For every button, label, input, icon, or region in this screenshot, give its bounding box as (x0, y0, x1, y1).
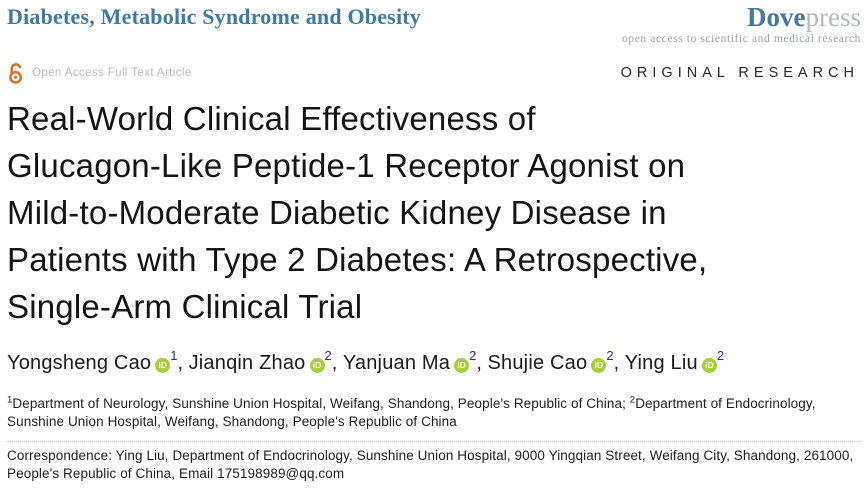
author-name: Jianqin Zhao (188, 351, 306, 374)
dovepress-logo[interactable]: Dovepress (622, 2, 862, 32)
open-access-padlock-icon (9, 63, 23, 84)
affiliation: 2Department of Endocrinology, Sunshine U… (7, 394, 816, 429)
author: Yanjuan Ma iD2 (342, 348, 488, 374)
author: Jianqin Zhao iD2 (188, 348, 343, 374)
article-title: Real-World Clinical Effectiveness of Glu… (7, 95, 861, 330)
open-access-link[interactable]: Open Access Full Text Article (7, 62, 192, 84)
publisher-block: Dovepress open access to scientific and … (622, 2, 862, 46)
masthead: Diabetes, Metabolic Syndrome and Obesity… (7, 2, 862, 46)
author-name: Yongsheng Cao (7, 351, 152, 374)
orcid-icon[interactable]: iD (701, 357, 717, 373)
open-access-label: Open Access Full Text Article (32, 67, 192, 79)
correspondence-text: : Ying Liu, Department of Endocrinology,… (7, 448, 854, 481)
article-meta-row: Open Access Full Text Article ORIGINAL R… (7, 62, 861, 84)
affiliation-ref: 2 (324, 348, 332, 363)
orcid-icon[interactable]: iD (309, 357, 325, 373)
affiliation-ref: 2 (716, 348, 725, 363)
author: Yongsheng Cao iD1 (7, 348, 189, 374)
article-type-label: ORIGINAL RESEARCH (620, 65, 859, 81)
dovepress-logo-light: press (805, 2, 862, 32)
correspondence: Correspondence: Ying Liu, Department of … (7, 447, 861, 482)
journal-name-link[interactable]: Diabetes, Metabolic Syndrome and Obesity (7, 4, 421, 29)
author: Shujie Cao iD2 (487, 348, 624, 374)
author-name: Ying Liu (624, 351, 698, 374)
affiliation: 1Department of Neurology, Sunshine Union… (7, 394, 630, 412)
orcid-icon[interactable]: iD (454, 357, 470, 373)
author-name: Yanjuan Ma (342, 351, 451, 374)
affiliation-number: 2 (629, 394, 636, 406)
author-name: Shujie Cao (487, 351, 588, 374)
affiliation-ref: 1 (170, 348, 178, 363)
affiliations: 1Department of Neurology, Sunshine Union… (7, 392, 861, 431)
title-line: Patients with Type 2 Diabetes: A Retrosp… (7, 241, 708, 278)
author: Ying Liu iD2 (624, 348, 724, 374)
title-line: Real-World Clinical Effectiveness of (7, 100, 536, 137)
title-line: Mild-to-Moderate Diabetic Kidney Disease… (7, 194, 667, 231)
orcid-icon[interactable]: iD (591, 357, 607, 373)
section-divider (7, 441, 861, 443)
affiliation-number: 1 (7, 394, 13, 406)
orcid-icon[interactable]: iD (155, 357, 171, 373)
affiliation-text: Department of Endocrinology, Sunshine Un… (7, 396, 816, 429)
title-line: Single-Arm Clinical Trial (7, 288, 363, 325)
correspondence-label: Correspondence (7, 448, 109, 464)
affiliation-text: Department of Neurology, Sunshine Union … (12, 396, 623, 412)
publisher-tagline: open access to scientific and medical re… (622, 33, 861, 45)
title-line: Glucagon-Like Peptide-1 Receptor Agonist… (7, 147, 686, 184)
affiliation-ref: 2 (469, 348, 477, 363)
dovepress-logo-bold: Dove (747, 2, 806, 32)
affiliation-ref: 2 (606, 348, 614, 363)
